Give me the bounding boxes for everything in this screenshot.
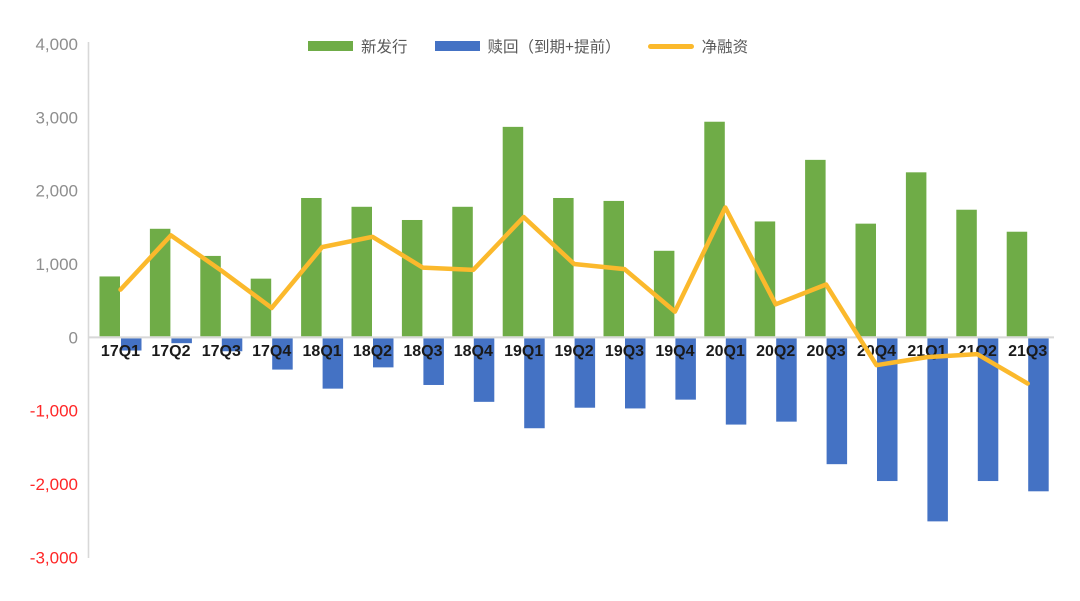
x-axis-label-21Q2: 21Q2: [958, 343, 997, 360]
issuance-bar-20Q4: [855, 223, 876, 337]
issuance-bar-19Q1: [502, 126, 524, 337]
redemption-bar-18Q3: [423, 338, 444, 385]
redemption-bar-18Q1: [322, 338, 344, 389]
redemption-bar-19Q1: [524, 338, 545, 429]
y-axis-tick-label: -2,000: [30, 475, 78, 494]
issuance-bar-21Q3: [1006, 231, 1028, 337]
legend-label-redemption: 赎回（到期+提前）: [487, 39, 621, 56]
redemption-bar-18Q2: [373, 338, 394, 368]
x-axis-label-18Q1: 18Q1: [303, 343, 342, 360]
issuance-bar-21Q1: [905, 172, 927, 337]
x-axis-label-18Q3: 18Q3: [403, 343, 442, 360]
chart-legend: 新发行 赎回（到期+提前） 净融资: [308, 35, 748, 57]
issuance-bar-18Q1: [301, 197, 322, 337]
x-axis-label-20Q2: 20Q2: [756, 343, 795, 360]
x-axis-label-17Q4: 17Q4: [252, 343, 291, 360]
x-axis-label-20Q3: 20Q3: [807, 343, 846, 360]
x-axis-label-19Q4: 19Q4: [655, 343, 694, 360]
y-axis-tick-label: -3,000: [30, 548, 78, 567]
x-axis-label-17Q3: 17Q3: [202, 343, 241, 360]
issuance-bar-19Q4: [653, 250, 675, 337]
x-axis-label-20Q1: 20Q1: [706, 343, 745, 360]
redemption-swatch-icon: [434, 41, 480, 51]
y-axis-tick-label: 3,000: [35, 108, 78, 127]
redemption-bar-17Q1: [121, 338, 142, 351]
redemption-bar-17Q2: [171, 338, 192, 344]
issuance-bar-17Q3: [200, 255, 221, 337]
x-axis-label-19Q3: 19Q3: [605, 343, 644, 360]
x-axis-label-18Q4: 18Q4: [454, 343, 493, 360]
y-axis-tick-label: 2,000: [35, 182, 78, 201]
issuance-bar-18Q2: [351, 206, 372, 337]
legend-label-net-financing: 净融资: [701, 39, 749, 56]
x-axis-label-19Q1: 19Q1: [504, 343, 543, 360]
redemption-bar-19Q4: [675, 338, 696, 400]
issuance-bar-19Q2: [553, 197, 574, 337]
legend-item-redemption: 赎回（到期+提前）: [434, 35, 621, 57]
issuance-bar-17Q4: [250, 278, 272, 337]
redemption-bar-20Q3: [826, 338, 848, 465]
x-axis-label-17Q2: 17Q2: [151, 343, 190, 360]
new-issuance-swatch-icon: [308, 41, 353, 51]
legend-label-new-issuance: 新发行: [361, 39, 408, 56]
x-axis-label-19Q2: 19Q2: [555, 343, 594, 360]
issuance-bar-21Q2: [956, 209, 977, 337]
net-financing-swatch-icon: [647, 43, 694, 49]
x-axis-label-21Q3: 21Q3: [1008, 343, 1047, 360]
net-financing-line: [118, 205, 1030, 386]
legend-item-net-financing: 净融资: [647, 35, 749, 57]
issuance-bar-18Q3: [401, 219, 423, 337]
redemption-bar-17Q3: [221, 338, 243, 352]
redemption-bar-18Q4: [473, 338, 495, 402]
redemption-bar-19Q2: [574, 338, 596, 408]
legend-item-new-issuance: 新发行: [308, 35, 408, 57]
issuance-bar-20Q3: [805, 159, 826, 337]
redemption-bar-17Q4: [272, 338, 293, 370]
y-axis-tick-label: 0: [69, 328, 78, 347]
redemption-bar-20Q2: [776, 338, 797, 422]
y-axis-tick-label: 1,000: [35, 255, 78, 274]
issuance-bar-17Q1: [99, 276, 120, 337]
y-axis-tick-label: -1,000: [30, 402, 78, 421]
redemption-bar-20Q1: [725, 338, 747, 425]
redemption-bar-21Q2: [977, 338, 999, 482]
redemption-bar-20Q4: [877, 338, 898, 482]
redemption-bar-21Q3: [1028, 338, 1049, 492]
redemption-bar-19Q3: [625, 338, 646, 409]
redemption-bar-21Q1: [927, 338, 948, 522]
x-axis-label-17Q1: 17Q1: [101, 343, 140, 360]
x-axis-label-18Q2: 18Q2: [353, 343, 392, 360]
y-axis-tick-label: 4,000: [35, 35, 78, 54]
